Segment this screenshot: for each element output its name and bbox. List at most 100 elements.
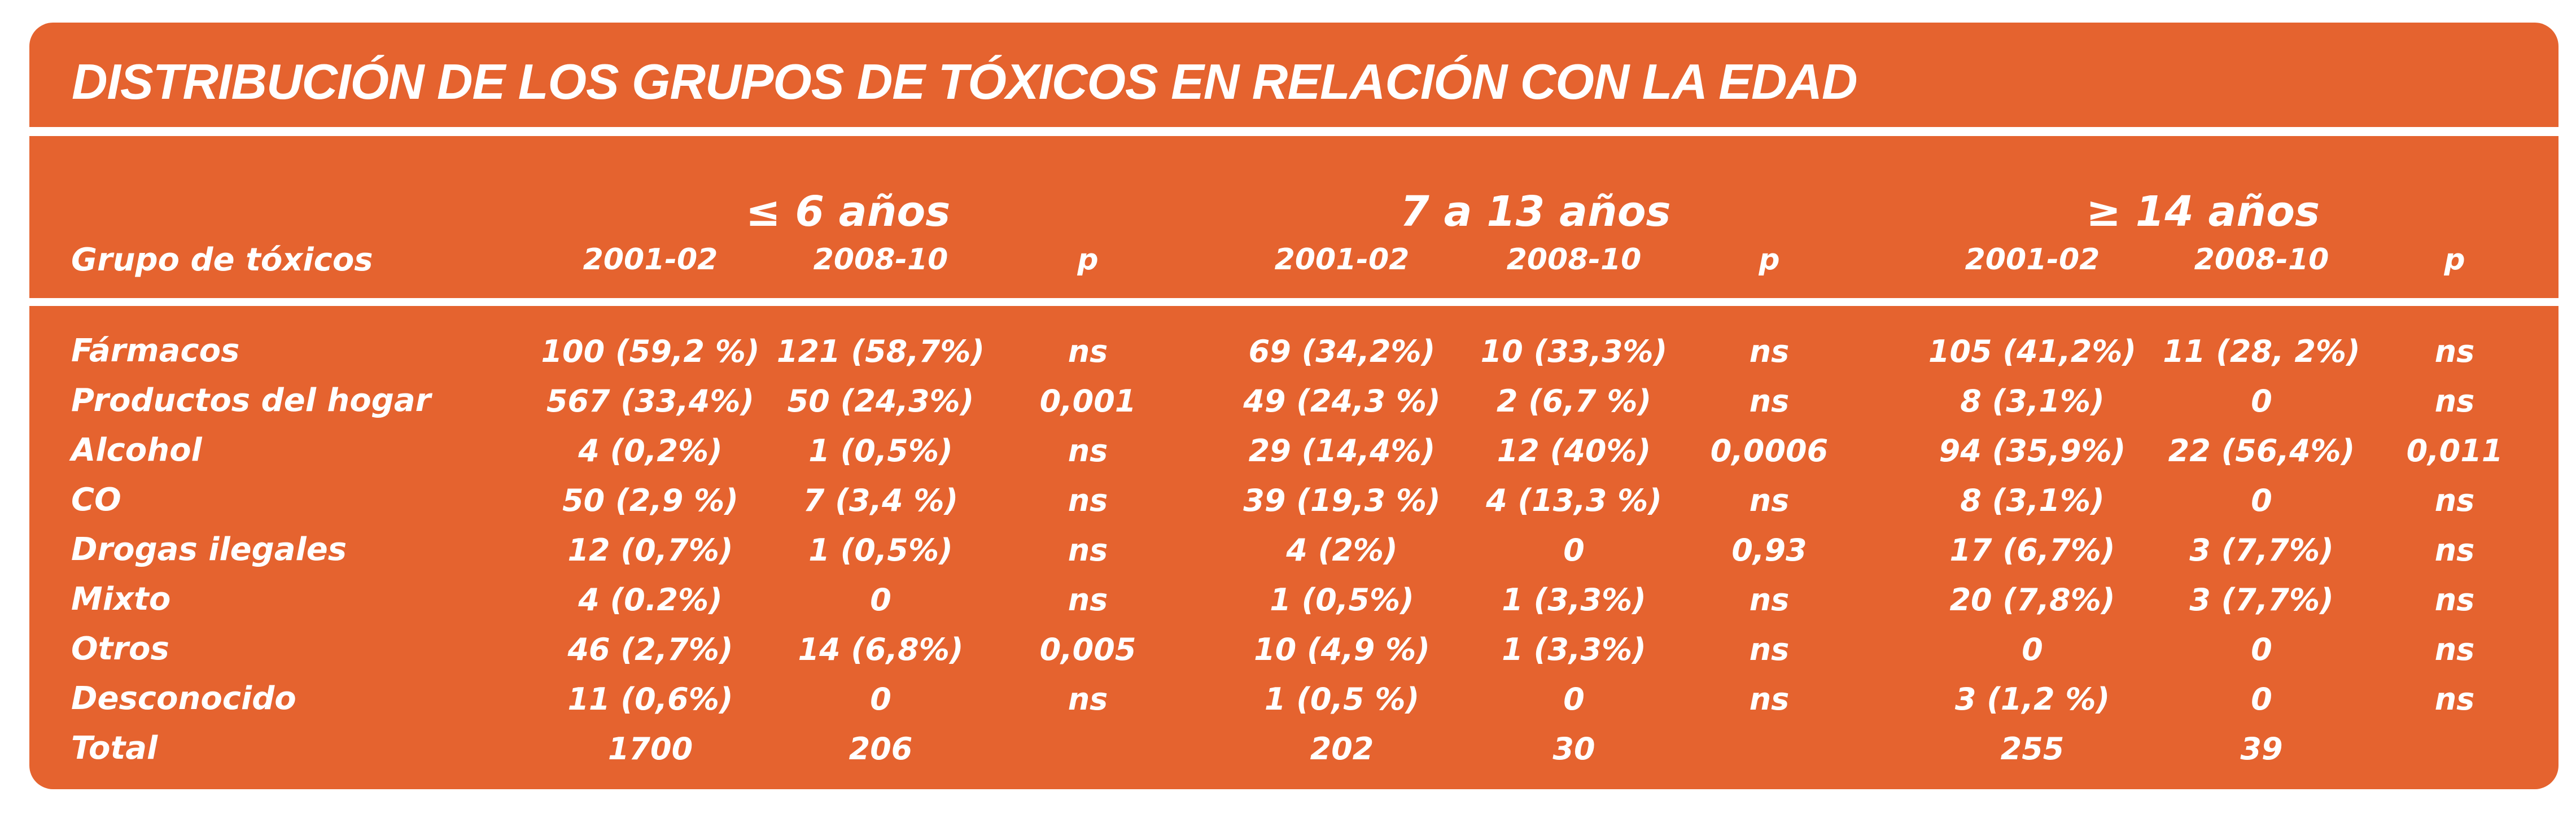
table-cell: ns — [1068, 334, 1108, 369]
table-cell: 0,93 — [1731, 532, 1807, 568]
table-cell: 50 (2,9 %) — [562, 483, 738, 518]
header-divider — [29, 298, 2558, 306]
col-header-p-b: p — [1759, 243, 1780, 277]
table-cell: 0 — [2251, 632, 2272, 667]
col-header-2008-10-a: 2008-10 — [813, 243, 948, 277]
table-cell: ns — [2434, 334, 2475, 369]
table-cell: 1 (0,5%) — [808, 433, 953, 469]
table-cell: 0 — [2251, 383, 2272, 419]
table-cell: 8 (3,1%) — [1960, 383, 2105, 419]
table-cell: 12 (0,7%) — [567, 532, 733, 568]
table-cell: 29 (14,4%) — [1248, 433, 1436, 469]
table-cell: ns — [1749, 681, 1790, 717]
table-cell: ns — [2434, 681, 2475, 717]
row-label: Fármacos — [71, 333, 240, 369]
row-label: Drogas ilegales — [71, 531, 347, 568]
row-label: Desconocido — [71, 680, 296, 717]
table-cell: 0 — [870, 582, 891, 618]
table-card: DISTRIBUCIÓN DE LOS GRUPOS DE TÓXICOS EN… — [29, 23, 2558, 789]
table-cell: 69 (34,2%) — [1248, 334, 1436, 369]
table-cell: ns — [1068, 483, 1108, 518]
table-cell: 94 (35,9%) — [1939, 433, 2126, 469]
col-header-2001-02-b: 2001-02 — [1274, 243, 1410, 277]
col-header-2001-02-a: 2001-02 — [583, 243, 718, 277]
table-cell: 10 (4,9 %) — [1254, 632, 1430, 667]
table-cell: 4 (2%) — [1286, 532, 1398, 568]
table-cell: 4 (13,3 %) — [1486, 483, 1662, 518]
table-cell: 0 — [1563, 532, 1585, 568]
table-cell: 0 — [2251, 681, 2272, 717]
table-cell: ns — [1068, 532, 1108, 568]
table-cell: 14 (6,8%) — [798, 632, 964, 667]
table-cell: ns — [1749, 582, 1790, 618]
table-cell: 0 — [2251, 483, 2272, 518]
table-cell: 2 (6,7 %) — [1496, 383, 1652, 419]
table-cell: 22 (56,4%) — [2168, 433, 2355, 469]
col-header-2008-10-c: 2008-10 — [2194, 243, 2329, 277]
table-cell: ns — [2434, 582, 2475, 618]
table-cell: 1 (3,3%) — [1502, 632, 1646, 667]
table-cell: ns — [1749, 334, 1790, 369]
table-cell: 49 (24,3 %) — [1243, 383, 1441, 419]
row-label: Productos del hogar — [71, 382, 431, 419]
table-cell: 202 — [1310, 731, 1374, 767]
table-cell: 17 (6,7%) — [1949, 532, 2115, 568]
table-cell: 39 (19,3 %) — [1243, 483, 1441, 518]
table-cell: 7 (3,4 %) — [803, 483, 959, 518]
row-label: Total — [71, 730, 158, 767]
group-header-14-plus: ≥ 14 años — [2085, 187, 2320, 236]
table-cell: 10 (33,3%) — [1480, 334, 1668, 369]
table-cell: 0,005 — [1039, 632, 1136, 667]
row-label: Otros — [71, 631, 169, 667]
table-cell: 12 (40%) — [1497, 433, 1651, 469]
group-header-0-6: ≤ 6 años — [745, 187, 951, 236]
table-cell: 100 (59,2 %) — [541, 334, 760, 369]
table-cell: 11 (0,6%) — [567, 681, 733, 717]
col-header-p-a: p — [1077, 243, 1099, 277]
row-label: Alcohol — [71, 432, 202, 469]
table-cell: ns — [1068, 433, 1108, 469]
row-header-label: Grupo de tóxicos — [71, 242, 373, 278]
table-cell: 11 (28, 2%) — [2163, 334, 2360, 369]
table-cell: 255 — [2000, 731, 2065, 767]
table-cell: ns — [2434, 632, 2475, 667]
row-label: CO — [71, 482, 121, 518]
table-cell: 567 (33,4%) — [546, 383, 755, 419]
table-cell: 206 — [849, 731, 913, 767]
table-cell: ns — [2434, 483, 2475, 518]
table-cell: 0 — [1563, 681, 1585, 717]
group-header-7-13: 7 a 13 años — [1400, 187, 1671, 236]
table-cell: 3 (7,7%) — [2189, 582, 2334, 618]
table-cell: 46 (2,7%) — [567, 632, 733, 667]
table-cell: 20 (7,8%) — [1949, 582, 2115, 618]
col-header-2001-02-c: 2001-02 — [1965, 243, 2100, 277]
title-divider — [29, 127, 2558, 136]
table-cell: 0 — [870, 681, 891, 717]
table-cell: ns — [2434, 532, 2475, 568]
table-cell: ns — [1749, 632, 1790, 667]
table-cell: 1 (0,5%) — [1270, 582, 1414, 618]
table-cell: 50 (24,3%) — [787, 383, 974, 419]
table-cell: 0,001 — [1039, 383, 1136, 419]
table-cell: 105 (41,2%) — [1928, 334, 2137, 369]
table-cell: ns — [1068, 582, 1108, 618]
table-cell: ns — [1068, 681, 1108, 717]
table-cell: 0,0006 — [1710, 433, 1829, 469]
table-cell: 39 — [2240, 731, 2283, 767]
table-cell: ns — [1749, 383, 1790, 419]
table-cell: 1700 — [607, 731, 693, 767]
table-cell: ns — [1749, 483, 1790, 518]
table-cell: 0,011 — [2406, 433, 2503, 469]
table-cell: 4 (0.2%) — [578, 582, 723, 618]
table-cell: 30 — [1552, 731, 1595, 767]
row-label: Mixto — [71, 581, 171, 618]
table-cell: 8 (3,1%) — [1960, 483, 2105, 518]
table-cell: 1 (3,3%) — [1502, 582, 1646, 618]
table-cell: 3 (7,7%) — [2189, 532, 2334, 568]
table-cell: ns — [2434, 383, 2475, 419]
table-cell: 4 (0,2%) — [578, 433, 723, 469]
table-title: DISTRIBUCIÓN DE LOS GRUPOS DE TÓXICOS EN… — [72, 54, 1858, 110]
table-cell: 1 (0,5 %) — [1264, 681, 1420, 717]
col-header-2008-10-b: 2008-10 — [1506, 243, 1642, 277]
table-cell: 1 (0,5%) — [808, 532, 953, 568]
